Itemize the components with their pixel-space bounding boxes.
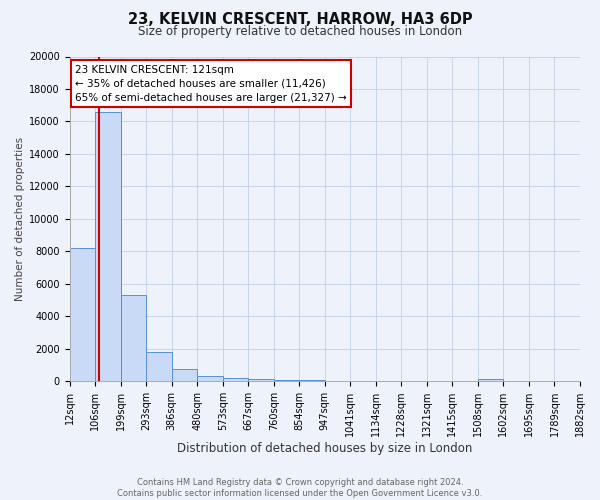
Bar (274, 380, 299, 381)
Bar (299, 380, 325, 381)
Bar (70, 248, 95, 381)
Bar (172, 369, 197, 381)
Bar (223, 378, 248, 381)
Bar (478, 379, 503, 381)
Text: 23, KELVIN CRESCENT, HARROW, HA3 6DP: 23, KELVIN CRESCENT, HARROW, HA3 6DP (128, 12, 472, 28)
Bar (197, 376, 223, 381)
X-axis label: Distribution of detached houses by size in London: Distribution of detached houses by size … (177, 442, 473, 455)
Text: 23 KELVIN CRESCENT: 121sqm
← 35% of detached houses are smaller (11,426)
65% of : 23 KELVIN CRESCENT: 121sqm ← 35% of deta… (75, 64, 346, 102)
Y-axis label: Number of detached properties: Number of detached properties (15, 137, 25, 301)
Bar (146, 352, 172, 381)
Bar (121, 295, 146, 381)
Text: Contains HM Land Registry data © Crown copyright and database right 2024.
Contai: Contains HM Land Registry data © Crown c… (118, 478, 482, 498)
Bar (248, 380, 274, 381)
Text: Size of property relative to detached houses in London: Size of property relative to detached ho… (138, 25, 462, 38)
Bar (95, 112, 121, 381)
